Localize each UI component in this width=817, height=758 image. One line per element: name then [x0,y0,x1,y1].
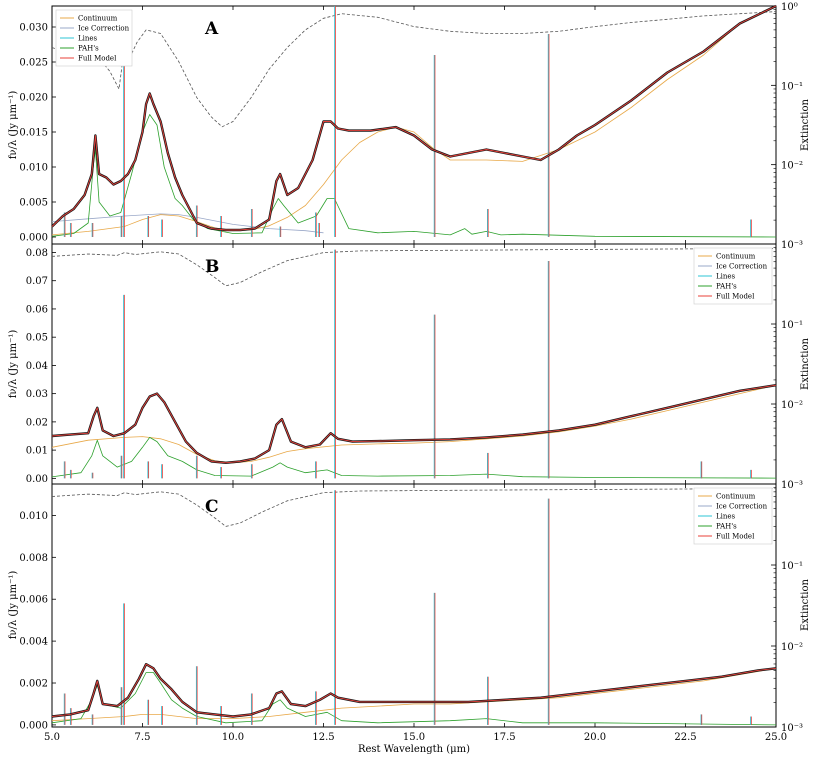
right-tick-label: 10⁻¹ [781,561,803,572]
legend-item-pahs: PAH's [716,523,737,531]
x-tick-label: 5.0 [44,732,60,743]
panel-c-ylabel: fν/λ (Jy μm⁻¹) [8,571,19,640]
panel-b-curves [51,249,777,479]
legend-item-model: Full Model [78,55,117,63]
right-tick-label: 10⁻³ [781,480,803,491]
y-tick-label: 0.025 [19,58,48,69]
y-tick-label: 0.004 [19,637,48,648]
legend-item-continuum: Continuum [716,493,756,501]
panel-c-extinction [51,488,777,527]
right-tick-label: 10⁻³ [781,723,803,734]
legend-item-continuum: Continuum [716,253,756,261]
y-tick-label: 0.000 [19,720,48,731]
right-tick-label: 10⁻² [781,642,803,653]
x-tick-label: 22.5 [674,732,696,743]
legend-item-ice: Ice Correction [78,25,130,33]
right-tick-label: 10⁻¹ [781,320,803,331]
right-tick-label: 10⁻³ [781,240,803,251]
panel-a-ylabel-right: Extinction [800,99,811,151]
right-tick-label: 10⁻² [781,400,803,411]
legend-item-continuum: Continuum [78,15,118,23]
legend-item-pahs: PAH's [78,45,99,53]
panel-a-extinction [51,11,777,128]
panel-b-legend: Continuum Ice Correction Lines PAH's Ful… [693,247,773,305]
x-tick-label: 17.5 [493,732,515,743]
panel-a-label: A [204,19,219,39]
panel-a-ylabel: fν/λ (Jy μm⁻¹) [8,91,19,160]
panel-a-axes: 0.000 0.005 0.010 0.015 0.020 0.025 0.030 10⁻³ 1… [19,2,803,251]
y-tick-label: 0.05 [26,333,48,344]
continuum-curve [51,384,777,464]
panel-b-ylabel-right: Extinction [800,338,811,390]
y-tick-label: 0.000 [19,233,48,244]
panel-b-extinction [51,248,777,287]
panel-c: C fν/λ (Jy μm⁻¹) Extinction 0.0000.0020.… [8,483,811,743]
panel-c-legend: Continuum Ice Correction Lines PAH's Ful… [693,487,773,545]
legend-item-ice: Ice Correction [716,263,768,271]
y-tick-label: 0.02 [26,417,48,428]
full-model-curve [51,384,777,464]
right-tick-label: 10⁻¹ [781,81,803,92]
x-tick-label: 10.0 [222,732,244,743]
legend-item-model: Full Model [716,293,755,301]
x-axis-label: Rest Wavelength (μm) [358,744,470,755]
full-model-curve [51,663,777,717]
y-tick-label: 0.06 [26,304,48,315]
full-model-curve [51,5,777,231]
y-tick-label: 0.006 [19,595,48,606]
pahs-curve [51,437,777,479]
y-tick-label: 0.020 [19,93,48,104]
x-tick-label: 7.5 [135,732,151,743]
x-tick-label: 20.0 [584,732,606,743]
y-tick-label: 0.010 [19,163,48,174]
legend-item-ice: Ice Correction [716,503,768,511]
panel-c-ylabel-right: Extinction [800,579,811,631]
x-tick-label: 25.0 [765,732,787,743]
y-tick-label: 0.00 [26,474,48,485]
panel-b-axes: 0.00 0.01 0.02 0.03 0.04 0.05 0.06 0.07 0.08 10⁻³… [26,243,803,491]
extinction-curve [51,488,777,527]
panel-b: B fν/λ (Jy μm⁻¹) Extinction 0.00 0.01 0.02… [8,243,811,491]
extinction-curve [51,11,777,128]
panel-b-ylabel: fν/λ (Jy μm⁻¹) [8,330,19,399]
y-tick-label: 0.015 [19,128,48,139]
right-tick-label: 10⁻² [781,161,803,172]
x-tick-label: 12.5 [312,732,334,743]
ice-curve [51,213,324,234]
legend-item-pahs: PAH's [716,283,737,291]
right-tick-label: 10⁰ [781,2,798,13]
y-tick-label: 0.08 [26,248,48,259]
y-tick-label: 0.008 [19,553,48,564]
y-tick-label: 0.010 [19,511,48,522]
panel-b-label: B [205,257,219,277]
legend-item-lines: Lines [78,35,98,43]
y-tick-label: 0.005 [19,198,48,209]
y-tick-label: 0.07 [26,276,48,287]
panel-a-legend: Continuum Ice Correction Lines PAH's Ful… [55,9,133,67]
continuum-curve [51,5,777,236]
y-tick-label: 0.002 [19,679,48,690]
legend-item-model: Full Model [716,533,755,541]
y-tick-label: 0.04 [26,361,48,372]
panel-c-curves [51,490,777,726]
panel-c-label: C [205,497,219,517]
x-tick-label: 15.0 [403,732,425,743]
continuum-curve [51,667,777,722]
panel-c-axes: 0.000 0.002 0.004 0.006 0.008 0.010 10⁻³ 10⁻² 10… [19,483,803,743]
extinction-curve [51,248,777,287]
y-tick-label: 0.01 [26,446,48,457]
pahs-curve [51,114,777,238]
legend-item-lines: Lines [716,513,736,521]
legend-item-lines: Lines [716,273,736,281]
panel-a: A fν/λ (Jy μm⁻¹) Extinction 0.0000.0050.… [8,2,811,251]
y-tick-label: 0.030 [19,23,48,34]
y-tick-label: 0.03 [26,389,48,400]
